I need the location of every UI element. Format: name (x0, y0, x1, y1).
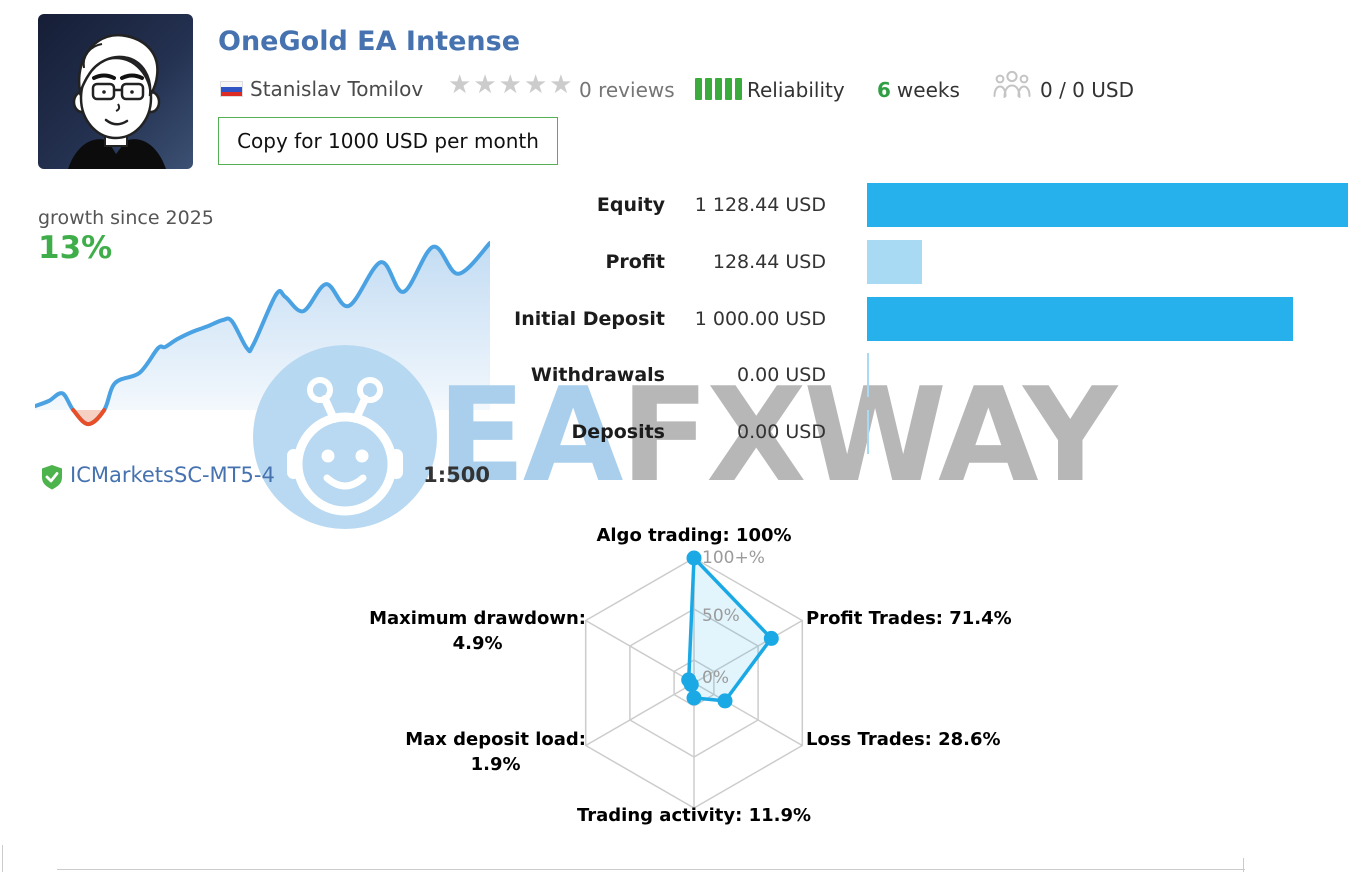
radar-chart (584, 550, 804, 809)
russia-flag-icon (220, 81, 243, 97)
stat-value-profit: 128.44 USD (712, 251, 826, 273)
reliability-bar (695, 78, 702, 100)
stat-value-withdrawals: 0.00 USD (737, 364, 826, 386)
verified-shield-icon (40, 464, 64, 495)
page-title: OneGold EA Intense (218, 26, 521, 57)
radar-axis-label-algo-trading: Algo trading: 100% (596, 525, 792, 546)
radar-axis-label-loss-trades: Loss Trades: 28.6% (806, 729, 1001, 750)
star-icon[interactable]: ★ (448, 70, 474, 100)
copy-signal-button[interactable]: Copy for 1000 USD per month (218, 117, 558, 165)
radar-ring-label: 50% (702, 606, 740, 626)
stat-value-deposits: 0.00 USD (737, 421, 826, 443)
weeks-value: 6 (877, 78, 891, 102)
radar-axis-label-max-deposit-load: Max deposit load: 1.9% (405, 729, 586, 776)
stat-value-initial-deposit: 1 000.00 USD (694, 308, 826, 330)
author-link[interactable]: Stanislav Tomilov (250, 77, 424, 101)
reviews-link[interactable]: 0 reviews (579, 78, 675, 102)
stat-bar-initial-deposit (867, 297, 1293, 341)
reliability-bars-icon (695, 78, 745, 104)
avatar (38, 14, 193, 169)
stat-label-initial-deposit: Initial Deposit (514, 308, 665, 330)
stat-bar-equity (867, 183, 1348, 227)
star-icon[interactable]: ★ (498, 70, 524, 100)
leverage-value: 1:500 (423, 463, 490, 487)
bottom-divider (57, 869, 1245, 870)
stat-bar-withdrawals (867, 353, 869, 397)
stat-label-deposits: Deposits (571, 421, 665, 443)
radar-axis-label-trading-activity: Trading activity: 11.9% (576, 805, 812, 826)
stat-label-equity: Equity (596, 194, 665, 216)
stat-value-equity: 1 128.44 USD (694, 194, 826, 216)
radar-axis-label-maximum-drawdown: Maximum drawdown: 4.9% (369, 608, 586, 655)
growth-period-label: growth since 2025 (38, 207, 214, 229)
avatar-illustration (38, 14, 193, 169)
reliability-bar (705, 78, 712, 100)
subscribers-funds: 0 / 0 USD (1040, 78, 1134, 102)
subscribers-icon (991, 70, 1033, 104)
stat-label-withdrawals: Withdrawals (530, 364, 665, 386)
rating-stars[interactable]: ★★★★★ (448, 70, 575, 100)
reliability-bar (725, 78, 732, 100)
growth-value: 13% (38, 230, 113, 266)
reliability-label: Reliability (747, 78, 845, 102)
weeks-label: weeks (896, 78, 960, 102)
star-icon[interactable]: ★ (549, 70, 575, 100)
reliability-bar (735, 78, 742, 100)
watermark-text-blue: EA (437, 359, 623, 511)
broker-server-link[interactable]: ICMarketsSC-MT5-4 (70, 463, 275, 487)
reliability-bar (715, 78, 722, 100)
star-icon[interactable]: ★ (473, 70, 499, 100)
signal-age: 6 weeks (877, 78, 960, 102)
radar-ring-label: 0% (702, 668, 729, 688)
stat-bar-deposits (867, 410, 869, 454)
radar-axis-label-profit-trades: Profit Trades: 71.4% (806, 608, 1012, 629)
right-edge-divider (1243, 858, 1244, 872)
people-group-icon (993, 70, 1031, 98)
radar-ring-label: 100+% (702, 548, 765, 568)
stat-bar-profit (867, 240, 922, 284)
left-edge-divider (2, 845, 3, 872)
watermark-robot-icon (245, 337, 445, 541)
stat-label-profit: Profit (605, 251, 665, 273)
star-icon[interactable]: ★ (523, 70, 550, 100)
